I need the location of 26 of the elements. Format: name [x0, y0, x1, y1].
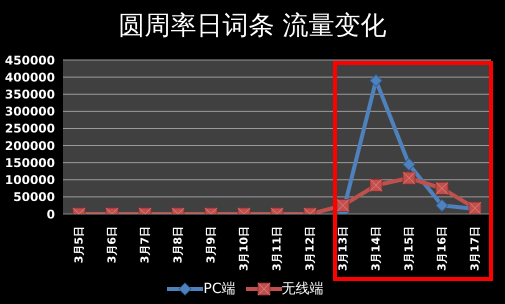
x-tick-label: 3月9日	[204, 226, 218, 264]
x-tick-label: 3月8日	[172, 226, 184, 264]
y-tick-label: 100000	[4, 173, 55, 188]
x-tick-label: 3月11日	[270, 226, 284, 271]
y-tick-label: 400000	[4, 70, 55, 84]
x-tick-label: 3月17日	[468, 226, 482, 271]
chart-title: 圆周率日词条 流量变化	[117, 10, 388, 43]
y-tick-label: 300000	[4, 104, 55, 119]
x-tick-label: 3月13日	[336, 226, 350, 271]
y-tick-label: 0	[46, 207, 55, 222]
legend-label: 无线端	[280, 280, 324, 298]
y-tick-label: 50000	[13, 190, 55, 204]
x-tick-label: 3月10日	[238, 226, 250, 271]
y-tick-label: 200000	[4, 138, 55, 153]
x-tick-label: 3月14日	[370, 226, 382, 271]
legend-label: PC端	[202, 280, 236, 298]
x-tick-label: 3月16日	[436, 226, 448, 271]
y-tick-label: 350000	[4, 87, 55, 102]
x-tick-label: 3月5日	[72, 226, 86, 264]
x-tick-label: 3月6日	[106, 226, 118, 264]
y-tick-label: 250000	[4, 122, 55, 136]
x-tick-label: 3月12日	[304, 226, 316, 271]
y-tick-label: 450000	[4, 53, 55, 68]
x-tick-label: 3月7日	[138, 226, 152, 264]
x-tick-label: 3月15日	[402, 226, 416, 271]
y-tick-label: 150000	[4, 156, 55, 170]
